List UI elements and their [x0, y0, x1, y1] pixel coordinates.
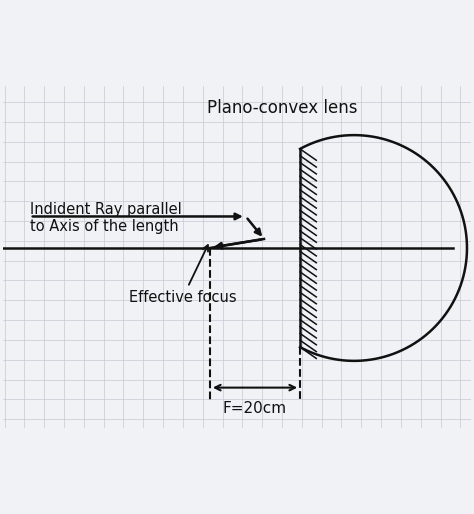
Text: F=20cm: F=20cm [223, 401, 287, 416]
Text: Effective focus: Effective focus [129, 245, 237, 305]
Text: Plano-convex lens: Plano-convex lens [207, 99, 357, 117]
Text: Indident Ray parallel
to Axis of the length: Indident Ray parallel to Axis of the len… [30, 202, 182, 234]
